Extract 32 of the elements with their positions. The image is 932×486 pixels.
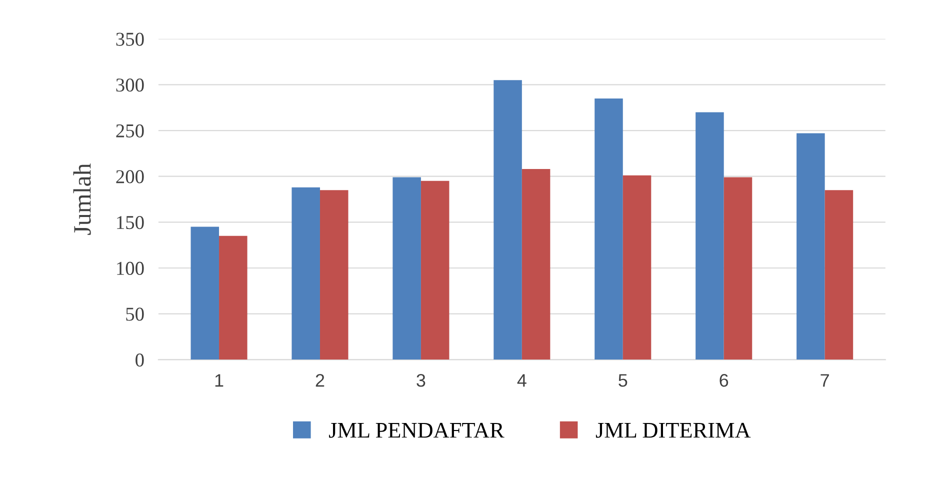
y-tick-label: 100 (117, 262, 144, 275)
x-tick-label: 3 (416, 374, 426, 387)
bar (420, 180, 450, 360)
legend-label: JML PENDAFTAR (329, 422, 504, 438)
x-tick-label: 6 (720, 374, 728, 387)
bar (392, 177, 421, 360)
bar (219, 236, 248, 360)
bar (522, 169, 550, 360)
y-tick-label: 300 (116, 78, 144, 92)
y-tick-label: 150 (117, 216, 144, 230)
bar (494, 80, 522, 360)
bar (292, 187, 320, 360)
bar (724, 177, 752, 360)
bar (622, 175, 652, 360)
x-tick-label: 4 (517, 374, 526, 387)
x-tick-label: 1 (215, 374, 224, 387)
bar (320, 190, 348, 360)
bar (190, 226, 220, 360)
bar (796, 133, 825, 360)
bar (824, 190, 854, 360)
x-tick-label: 7 (820, 374, 829, 387)
x-tick-label: 5 (618, 374, 628, 387)
x-tick-label: 2 (316, 374, 324, 387)
legend-label: JML DITERIMA (596, 422, 751, 438)
y-tick-label: 350 (116, 32, 144, 46)
y-tick-label: 0 (136, 353, 144, 367)
y-tick-label: 50 (126, 308, 144, 321)
y-tick-label: 200 (116, 170, 144, 184)
bar (594, 98, 623, 360)
bar (696, 112, 724, 360)
y-axis-title: Jumlah (73, 163, 91, 235)
y-tick-label: 250 (116, 124, 144, 138)
